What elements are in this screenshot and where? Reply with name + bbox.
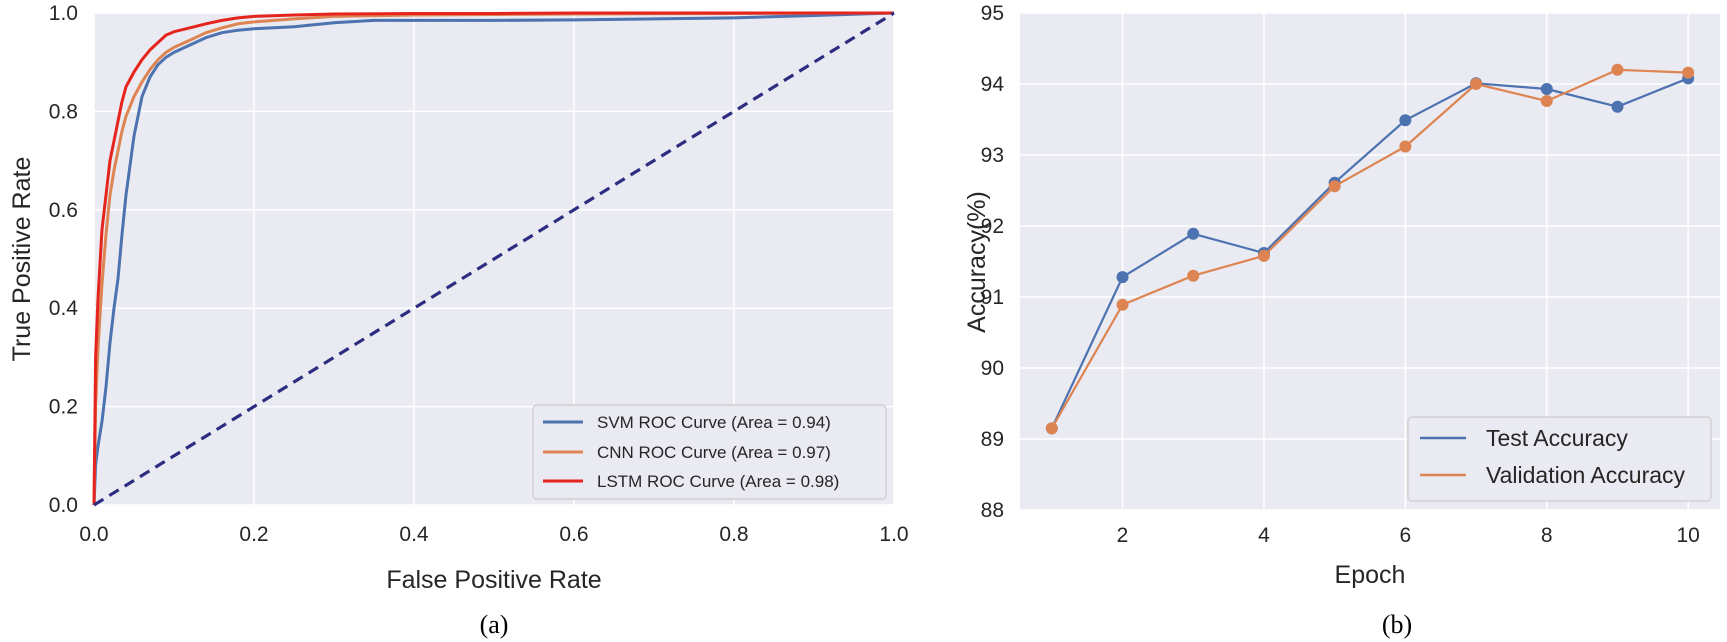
chart-a-ytick-label: 1.0 (49, 2, 78, 25)
chart-a-legend-box (532, 404, 887, 500)
chart-a-legend: SVM ROC Curve (Area = 0.94) CNN ROC Curv… (532, 404, 887, 500)
chart-b-ytick-label: 93 (981, 144, 1004, 167)
chart-b-legend-label-test: Test Accuracy (1486, 425, 1628, 451)
chart-b-validation-accuracy-point (1045, 422, 1058, 435)
chart-a-xtick-label: 0.0 (79, 523, 108, 546)
chart-b-validation-accuracy-point (1682, 66, 1695, 79)
chart-b-validation-accuracy-point (1399, 140, 1412, 153)
chart-a: 0.0 0.2 0.4 0.6 0.8 1.0 0.0 0.2 0.4 0.6 0.8 1.0 Fa… (8, 2, 909, 639)
chart-a-series (92, 11, 895, 507)
chart-b-ytick-label: 89 (981, 428, 1004, 451)
chart-b-validation-accuracy-point (1116, 298, 1129, 311)
chart-a-xlabel: False Positive Rate (386, 566, 601, 594)
chart-b-x-ticks: 2 4 6 8 10 (1117, 524, 1700, 547)
chart-b-series (1045, 63, 1695, 435)
chart-a-ytick-label: 0.0 (49, 494, 78, 517)
chart-b-ytick-label: 88 (981, 499, 1004, 522)
chart-b-validation-accuracy-point (1470, 78, 1483, 90)
chart-b-y-ticks: 88 89 90 91 92 93 94 95 (981, 2, 1005, 522)
chart-a-ytick-label: 0.8 (49, 100, 78, 123)
chart-b-xlabel: Epoch (1335, 561, 1406, 589)
chart-b-xtick-label: 2 (1117, 524, 1129, 547)
chart-b-ytick-label: 91 (981, 286, 1004, 309)
chart-b-validation-accuracy-point (1187, 269, 1200, 282)
chart-b-ytick-label: 90 (981, 357, 1004, 380)
chart-b-ytick-label: 95 (981, 2, 1004, 25)
chart-b-test-accuracy-point (1611, 100, 1624, 113)
chart-b-xtick-label: 8 (1541, 524, 1553, 547)
chart-b-test-accuracy-line (1050, 77, 1689, 429)
chart-a-xtick-label: 0.4 (399, 523, 429, 546)
chart-a-xtick-label: 0.6 (559, 523, 588, 546)
chart-b-caption: (b) (1382, 610, 1412, 639)
chart-b-xtick-label: 4 (1258, 524, 1270, 547)
chart-b-test-accuracy-point (1399, 114, 1412, 127)
chart-b-legend-box (1407, 416, 1712, 502)
chart-a-xtick-label: 0.8 (719, 523, 748, 546)
chart-a-gridlines (93, 12, 895, 506)
chart-a-ytick-label: 0.4 (49, 297, 79, 320)
chart-b-xtick-label: 10 (1677, 524, 1700, 547)
chart-b-validation-accuracy-point (1257, 249, 1270, 262)
chart-b: 2 4 6 8 10 88 89 90 91 92 93 94 95 Epoch Accuracy(%… (963, 2, 1720, 639)
chart-b-ytick-label: 92 (981, 215, 1004, 238)
chart-b-validation-accuracy-line (1050, 68, 1689, 429)
chart-a-xtick-label: 1.0 (879, 523, 908, 546)
chart-b-validation-accuracy-point (1540, 95, 1553, 108)
chart-b-validation-accuracy-point (1328, 180, 1341, 193)
chart-a-legend-label-svm: SVM ROC Curve (Area = 0.94) (597, 413, 831, 432)
chart-a-x-ticks: 0.0 0.2 0.4 0.6 0.8 1.0 (79, 523, 908, 546)
chart-b-validation-accuracy-point (1611, 63, 1624, 76)
chart-a-legend-label-lstm: LSTM ROC Curve (Area = 0.98) (597, 472, 839, 491)
chart-b-xtick-label: 6 (1400, 524, 1412, 547)
chart-a-ytick-label: 0.2 (49, 396, 78, 419)
chart-b-test-accuracy-point (1187, 227, 1200, 240)
chart-a-series-svm (92, 11, 895, 506)
chart-b-legend: Test Accuracy Validation Accuracy (1407, 416, 1712, 502)
chart-a-series-chance (93, 11, 895, 507)
chart-a-series-cnn (92, 11, 895, 506)
chart-b-test-accuracy-point (1540, 82, 1553, 95)
chart-a-caption: (a) (480, 610, 509, 639)
chart-a-series-lstm (92, 11, 894, 506)
chart-b-ylabel: Accuracy(%) (963, 191, 991, 333)
chart-a-y-ticks: 0.0 0.2 0.4 0.6 0.8 1.0 (49, 2, 79, 517)
chart-a-legend-label-cnn: CNN ROC Curve (Area = 0.97) (597, 443, 831, 462)
chart-b-legend-label-validation: Validation Accuracy (1486, 462, 1686, 488)
chart-b-test-accuracy-point (1116, 271, 1129, 284)
chart-a-xtick-label: 0.2 (239, 523, 268, 546)
chart-b-ytick-label: 94 (981, 73, 1005, 96)
chart-a-ylabel: True Positive Rate (8, 157, 36, 362)
chart-a-ytick-label: 0.6 (49, 199, 78, 222)
chart-b-gridlines (1020, 12, 1720, 511)
